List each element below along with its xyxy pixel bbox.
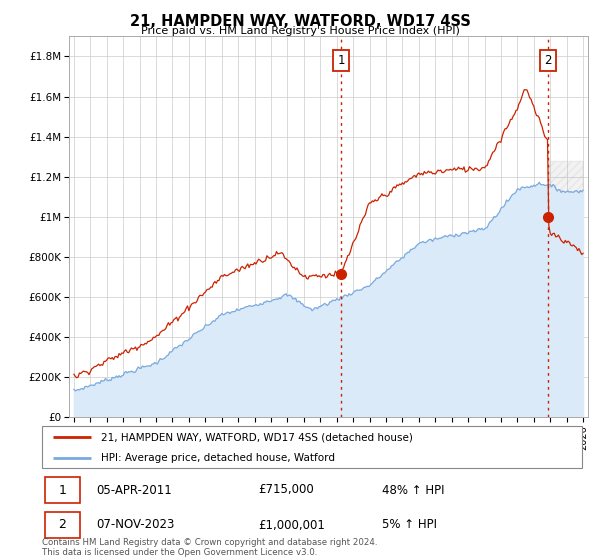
Text: 21, HAMPDEN WAY, WATFORD, WD17 4SS: 21, HAMPDEN WAY, WATFORD, WD17 4SS xyxy=(130,14,470,29)
Text: 1: 1 xyxy=(337,54,345,67)
FancyBboxPatch shape xyxy=(45,512,80,538)
FancyBboxPatch shape xyxy=(42,426,582,468)
Text: 05-APR-2011: 05-APR-2011 xyxy=(96,483,172,497)
Text: HPI: Average price, detached house, Watford: HPI: Average price, detached house, Watf… xyxy=(101,454,335,463)
Text: Contains HM Land Registry data © Crown copyright and database right 2024.
This d: Contains HM Land Registry data © Crown c… xyxy=(42,538,377,557)
Text: 48% ↑ HPI: 48% ↑ HPI xyxy=(382,483,445,497)
Text: £1,000,001: £1,000,001 xyxy=(258,519,325,531)
Text: Price paid vs. HM Land Registry's House Price Index (HPI): Price paid vs. HM Land Registry's House … xyxy=(140,26,460,36)
FancyBboxPatch shape xyxy=(45,477,80,503)
Text: 2: 2 xyxy=(544,54,551,67)
Text: 5% ↑ HPI: 5% ↑ HPI xyxy=(382,519,437,531)
Text: 07-NOV-2023: 07-NOV-2023 xyxy=(96,519,175,531)
Text: 1: 1 xyxy=(58,483,66,497)
Text: £715,000: £715,000 xyxy=(258,483,314,497)
Text: 2: 2 xyxy=(58,519,66,531)
Text: 21, HAMPDEN WAY, WATFORD, WD17 4SS (detached house): 21, HAMPDEN WAY, WATFORD, WD17 4SS (deta… xyxy=(101,432,413,442)
